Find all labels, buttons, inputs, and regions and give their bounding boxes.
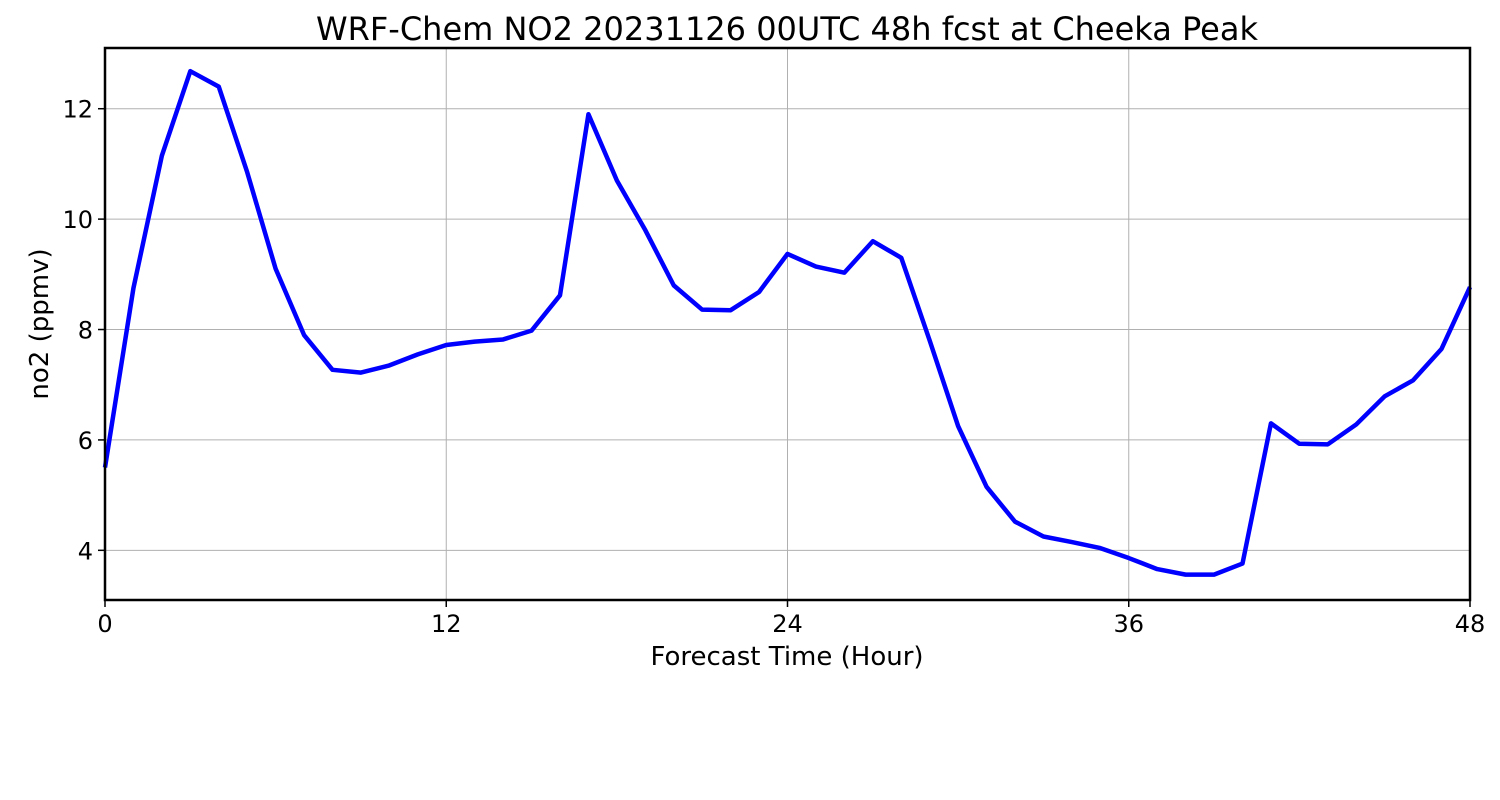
x-tick-label: 48 [1455,610,1486,638]
x-tick-label: 12 [431,610,462,638]
chart-title: WRF-Chem NO2 20231126 00UTC 48h fcst at … [316,10,1258,48]
x-axis: 0 12 24 36 48 [97,600,1485,638]
y-tick-label: 10 [62,206,93,234]
y-tick-label: 12 [62,96,93,124]
y-tick-label: 6 [78,427,93,455]
x-tick-label: 36 [1113,610,1144,638]
y-tick-label: 8 [78,317,93,345]
y-axis: 4 6 8 10 12 [62,96,105,565]
x-axis-label: Forecast Time (Hour) [650,642,923,672]
y-axis-label: no2 (ppmv) [25,248,55,399]
y-tick-label: 4 [78,537,93,565]
x-tick-label: 0 [97,610,112,638]
gridlines [104,48,1471,600]
x-tick-label: 24 [772,610,803,638]
